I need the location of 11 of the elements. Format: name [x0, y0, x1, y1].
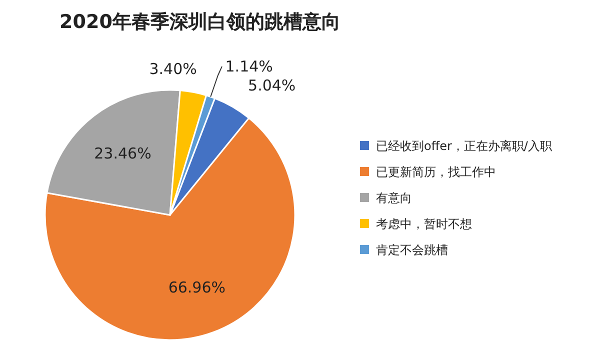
legend-label: 肯定不会跳槽: [376, 243, 448, 257]
data-label: 23.46%: [94, 144, 152, 163]
legend-label: 已经收到offer，正在办离职/入职: [376, 139, 552, 153]
data-label: 66.96%: [168, 278, 226, 297]
data-label: 5.04%: [248, 76, 296, 95]
data-label: 3.40%: [149, 60, 197, 78]
data-label: 1.14%: [225, 57, 273, 76]
chart-title: 2020年春季深圳白领的跳槽意向: [60, 11, 340, 33]
legend-label: 有意向: [376, 191, 412, 205]
legend-label: 已更新简历，找工作中: [376, 165, 496, 179]
legend-label: 考虑中，暂时不想: [376, 217, 472, 231]
